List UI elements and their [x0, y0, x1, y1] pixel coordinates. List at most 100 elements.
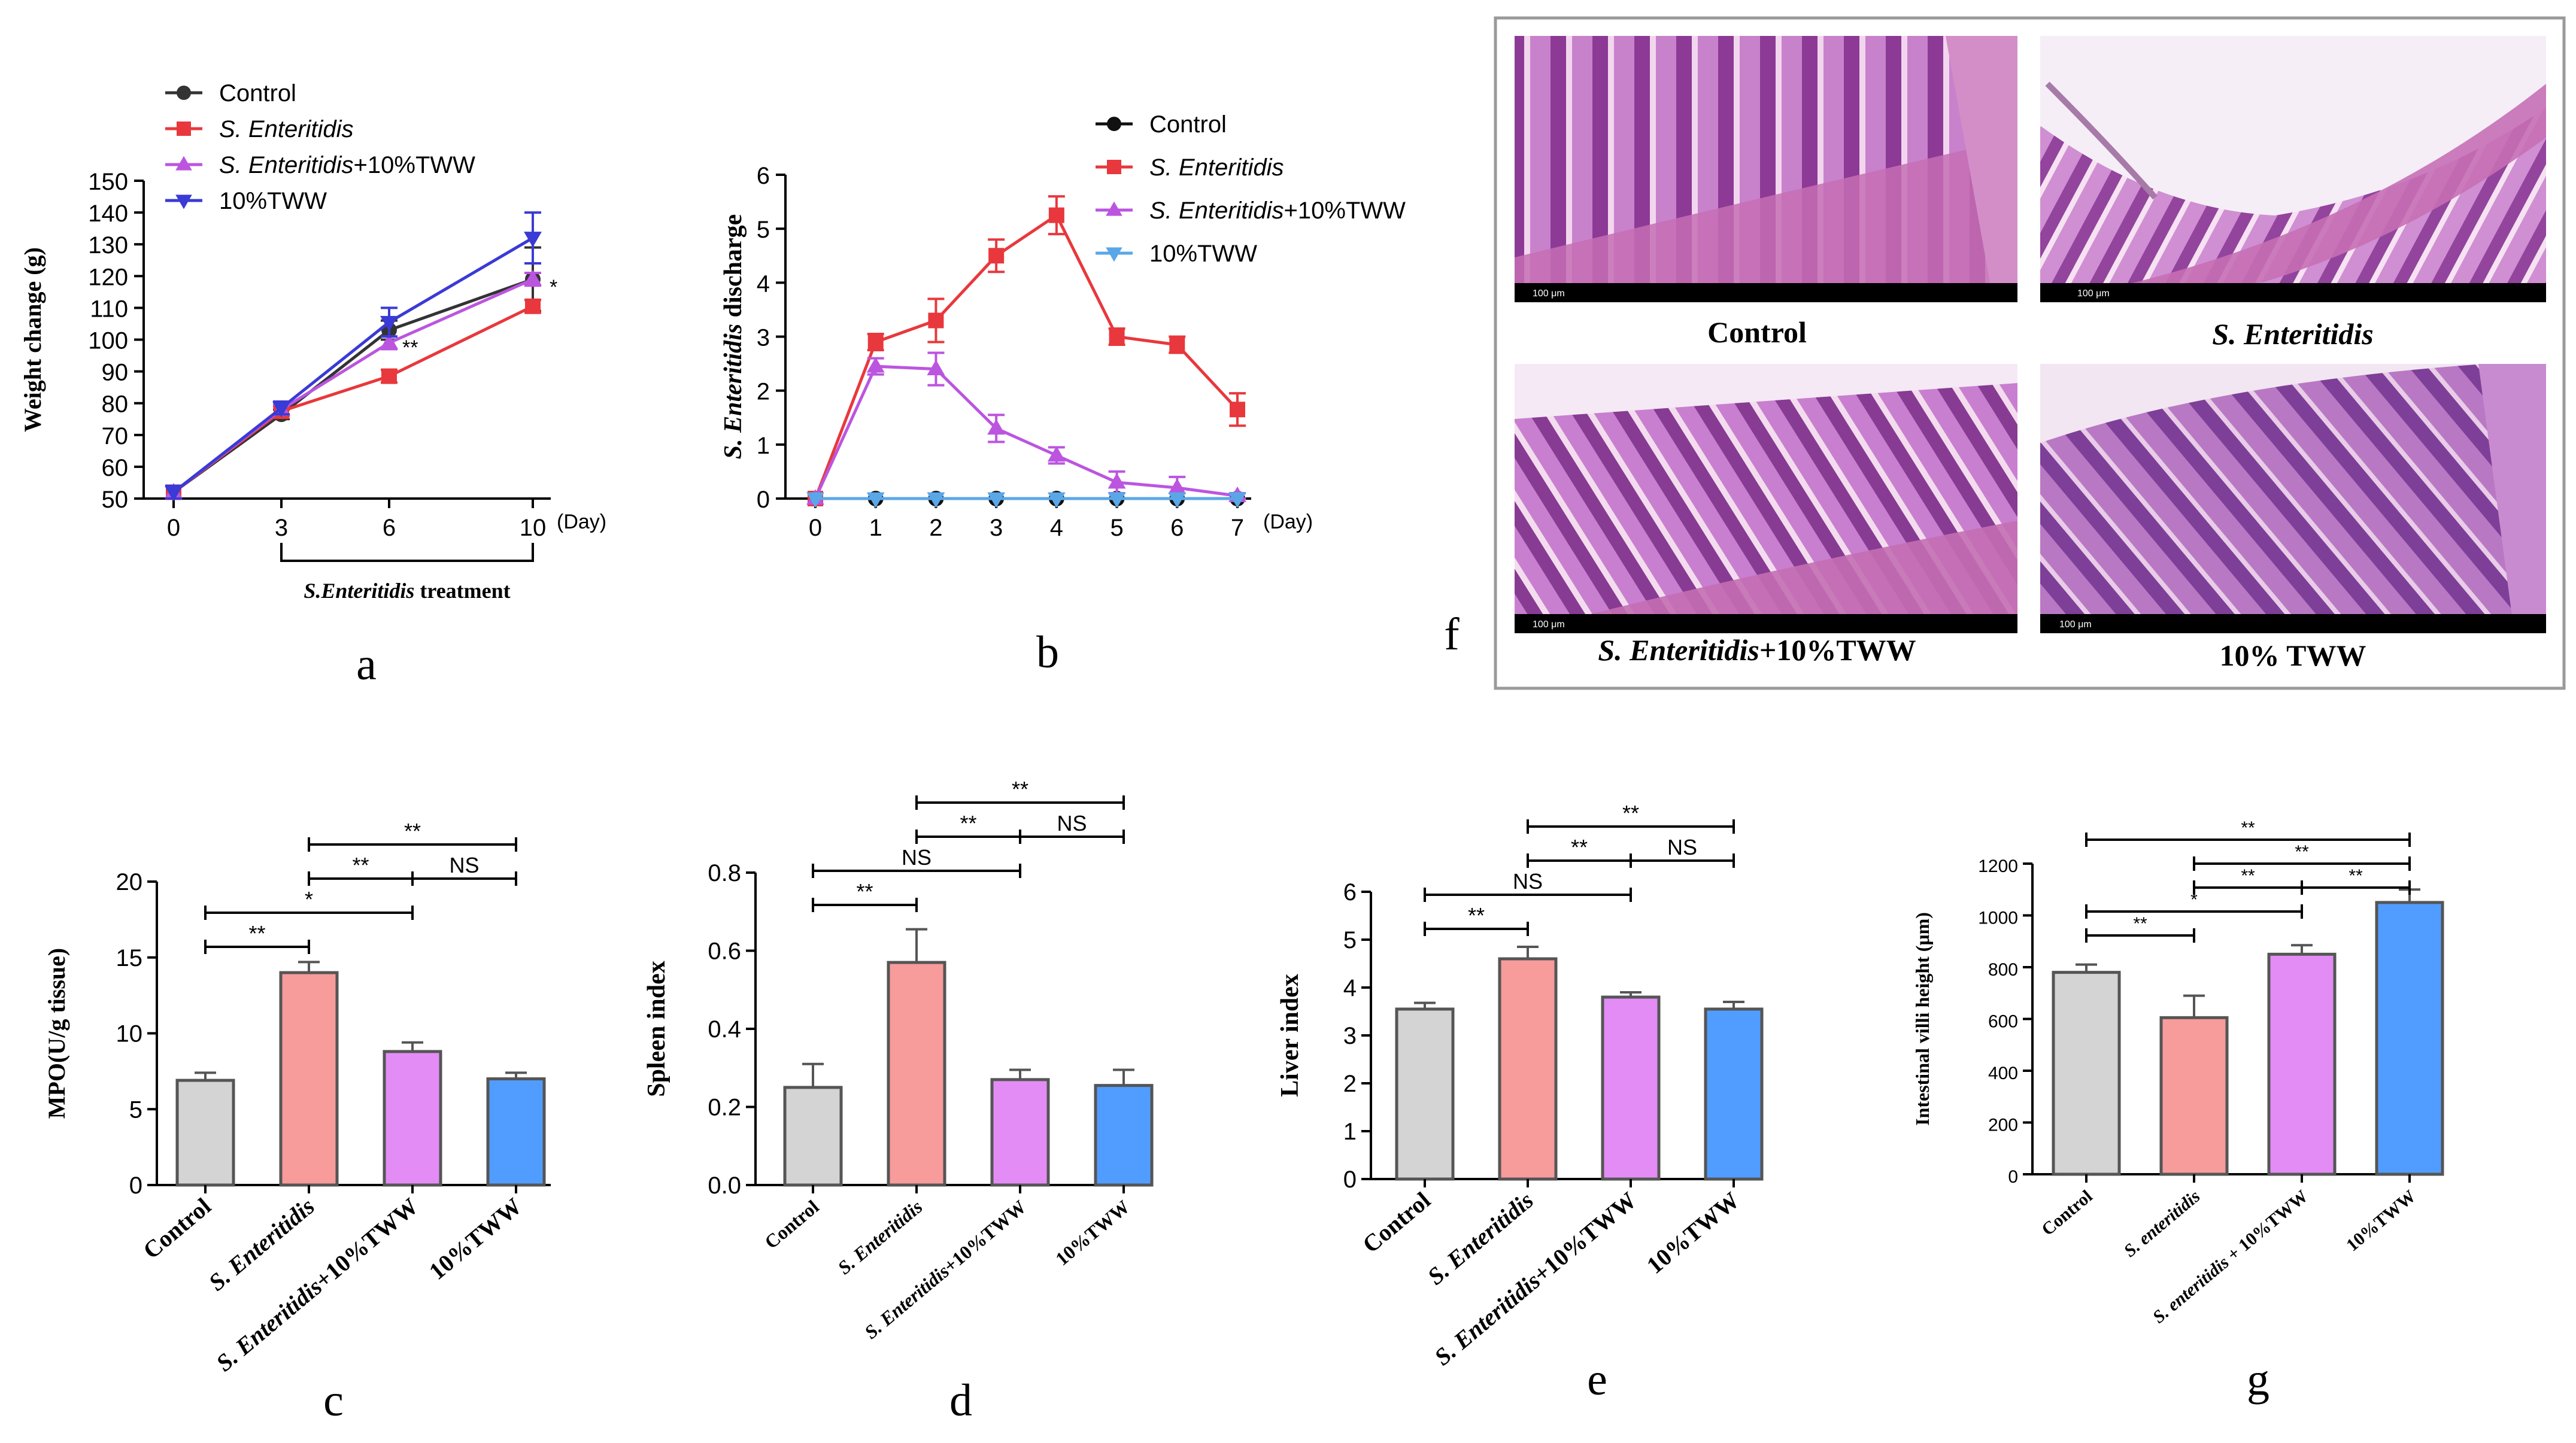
bar-1: [279, 971, 339, 1187]
bar-0: [1395, 1007, 1455, 1181]
x-tick-label: Control: [1357, 1186, 1436, 1258]
data-point: [380, 333, 398, 350]
y-tick-label: 6: [1343, 879, 1357, 906]
histology-image-se: 100 μm: [2040, 36, 2546, 302]
legend-entry: 10%TWW: [219, 188, 327, 214]
data-point: [988, 248, 1005, 264]
significance-bracket: **: [308, 819, 517, 852]
y-tick-label: 400: [1988, 1064, 2018, 1083]
significance-mark: *: [2190, 890, 2198, 910]
legend-marker: [175, 156, 192, 171]
x-tick-label: 3: [990, 515, 1003, 541]
series-3: [165, 211, 542, 502]
y-tick-label: 15: [116, 945, 143, 971]
y-tick-label: 5: [757, 217, 770, 243]
bar-0: [2052, 971, 2121, 1176]
significance-bracket: **: [2193, 842, 2411, 871]
y-tick-label: 50: [102, 487, 129, 513]
bar-1: [2159, 1016, 2229, 1176]
x-tick-label: 10: [520, 515, 547, 541]
y-tick-label: 4: [757, 271, 770, 297]
data-point: [987, 492, 1006, 508]
significance-mark: **: [248, 921, 265, 946]
x-tick-label: Control: [2038, 1186, 2096, 1240]
significance-mark: **: [1622, 801, 1639, 825]
significance-mark: **: [404, 819, 421, 843]
x-tick-label: 10%TWW: [1642, 1186, 1744, 1278]
x-tick-label: 1: [869, 515, 882, 541]
significance-mark: NS: [1057, 811, 1087, 836]
data-point: [381, 368, 397, 384]
panel-letter-c: c: [323, 1375, 344, 1426]
y-axis-label: Spleen index: [643, 961, 670, 1097]
x-tick-label: 0: [167, 515, 180, 541]
panel-letter-d: d: [949, 1375, 972, 1426]
data-point: [1048, 207, 1064, 223]
x-tick-label: Control: [138, 1192, 216, 1264]
panel-letter-a: a: [356, 639, 377, 689]
treatment-bracket: [280, 543, 534, 562]
bar-0: [783, 1086, 843, 1187]
scale-bar-label: 100 μm: [2059, 619, 2092, 630]
bar-3: [486, 1077, 546, 1187]
legend-entry: S. Enteritidis: [219, 116, 354, 142]
series-2: [165, 270, 542, 500]
x-tick-label: 6: [383, 515, 396, 541]
data-point: [1109, 329, 1125, 345]
y-tick-label: 0: [129, 1172, 142, 1199]
significance-bracket: **: [2301, 866, 2411, 895]
x-tick-label: Control: [760, 1196, 823, 1253]
significance-mark: **: [2241, 866, 2255, 886]
significance-bracket: NS: [1019, 811, 1125, 844]
y-tick-label: 110: [90, 296, 128, 322]
data-point: [380, 315, 398, 332]
y-tick-label: 200: [1988, 1116, 2018, 1135]
significance-bracket: **: [2085, 818, 2411, 847]
data-point: [927, 492, 945, 508]
y-tick-label: 5: [129, 1096, 142, 1123]
scale-bar-label: 100 μm: [2077, 288, 2110, 299]
bar-2: [383, 1050, 442, 1187]
data-point: [1169, 337, 1185, 353]
series-1: [165, 298, 541, 500]
significance-mark: NS: [1667, 835, 1697, 859]
bar-2: [990, 1078, 1050, 1187]
data-point: [1108, 473, 1126, 489]
data-point: [272, 402, 290, 418]
y-tick-label: 20: [116, 869, 143, 895]
x-tick-label: 0: [809, 515, 822, 541]
x-unit-label: (Day): [1263, 511, 1313, 533]
panel-letter-b: b: [1036, 627, 1059, 678]
panel-letter-e: e: [1587, 1354, 1607, 1405]
panel-letter-f: f: [1444, 609, 1460, 660]
legend-marker: [175, 195, 192, 209]
x-tick-label: S. Enteritidis+10%TWW: [211, 1192, 423, 1377]
data-point: [806, 492, 824, 508]
y-tick-label: 5: [1343, 927, 1357, 953]
significance-mark: *: [550, 276, 557, 299]
y-tick-label: 70: [102, 423, 129, 449]
series-line: [814, 364, 1238, 500]
y-tick-label: 3: [757, 325, 770, 351]
significance-mark: **: [2241, 818, 2255, 838]
legend-entry: 10%TWW: [1149, 241, 1257, 267]
significance-mark: **: [960, 811, 976, 836]
y-tick-label: 0.0: [708, 1172, 741, 1199]
y-tick-label: 0: [757, 487, 770, 513]
scale-bar-label: 100 μm: [1533, 619, 1565, 630]
x-tick-label: S. enteritidis: [2120, 1186, 2204, 1261]
y-tick-label: 0.2: [708, 1095, 741, 1121]
significance-mark: **: [402, 336, 418, 359]
x-tick-label: S. Enteritidis: [833, 1196, 926, 1278]
series-line: [172, 278, 533, 494]
y-tick-label: 800: [1988, 960, 2018, 980]
legend-marker: [1106, 201, 1122, 216]
significance-bracket: **: [1527, 835, 1632, 868]
data-point: [524, 232, 542, 248]
chart-g: 0 200 400 600 800 1000 1200 Intestinal villi he…: [1911, 818, 2444, 1327]
significance-mark: NS: [1513, 869, 1543, 894]
chart-b: 0 1 2 3 4 5 6 0 1 2 3 4 5 6 7 (Day) S. Enteritidis disch…: [720, 111, 1406, 541]
series-3: [806, 492, 1246, 508]
y-tick-label: 90: [102, 360, 129, 386]
